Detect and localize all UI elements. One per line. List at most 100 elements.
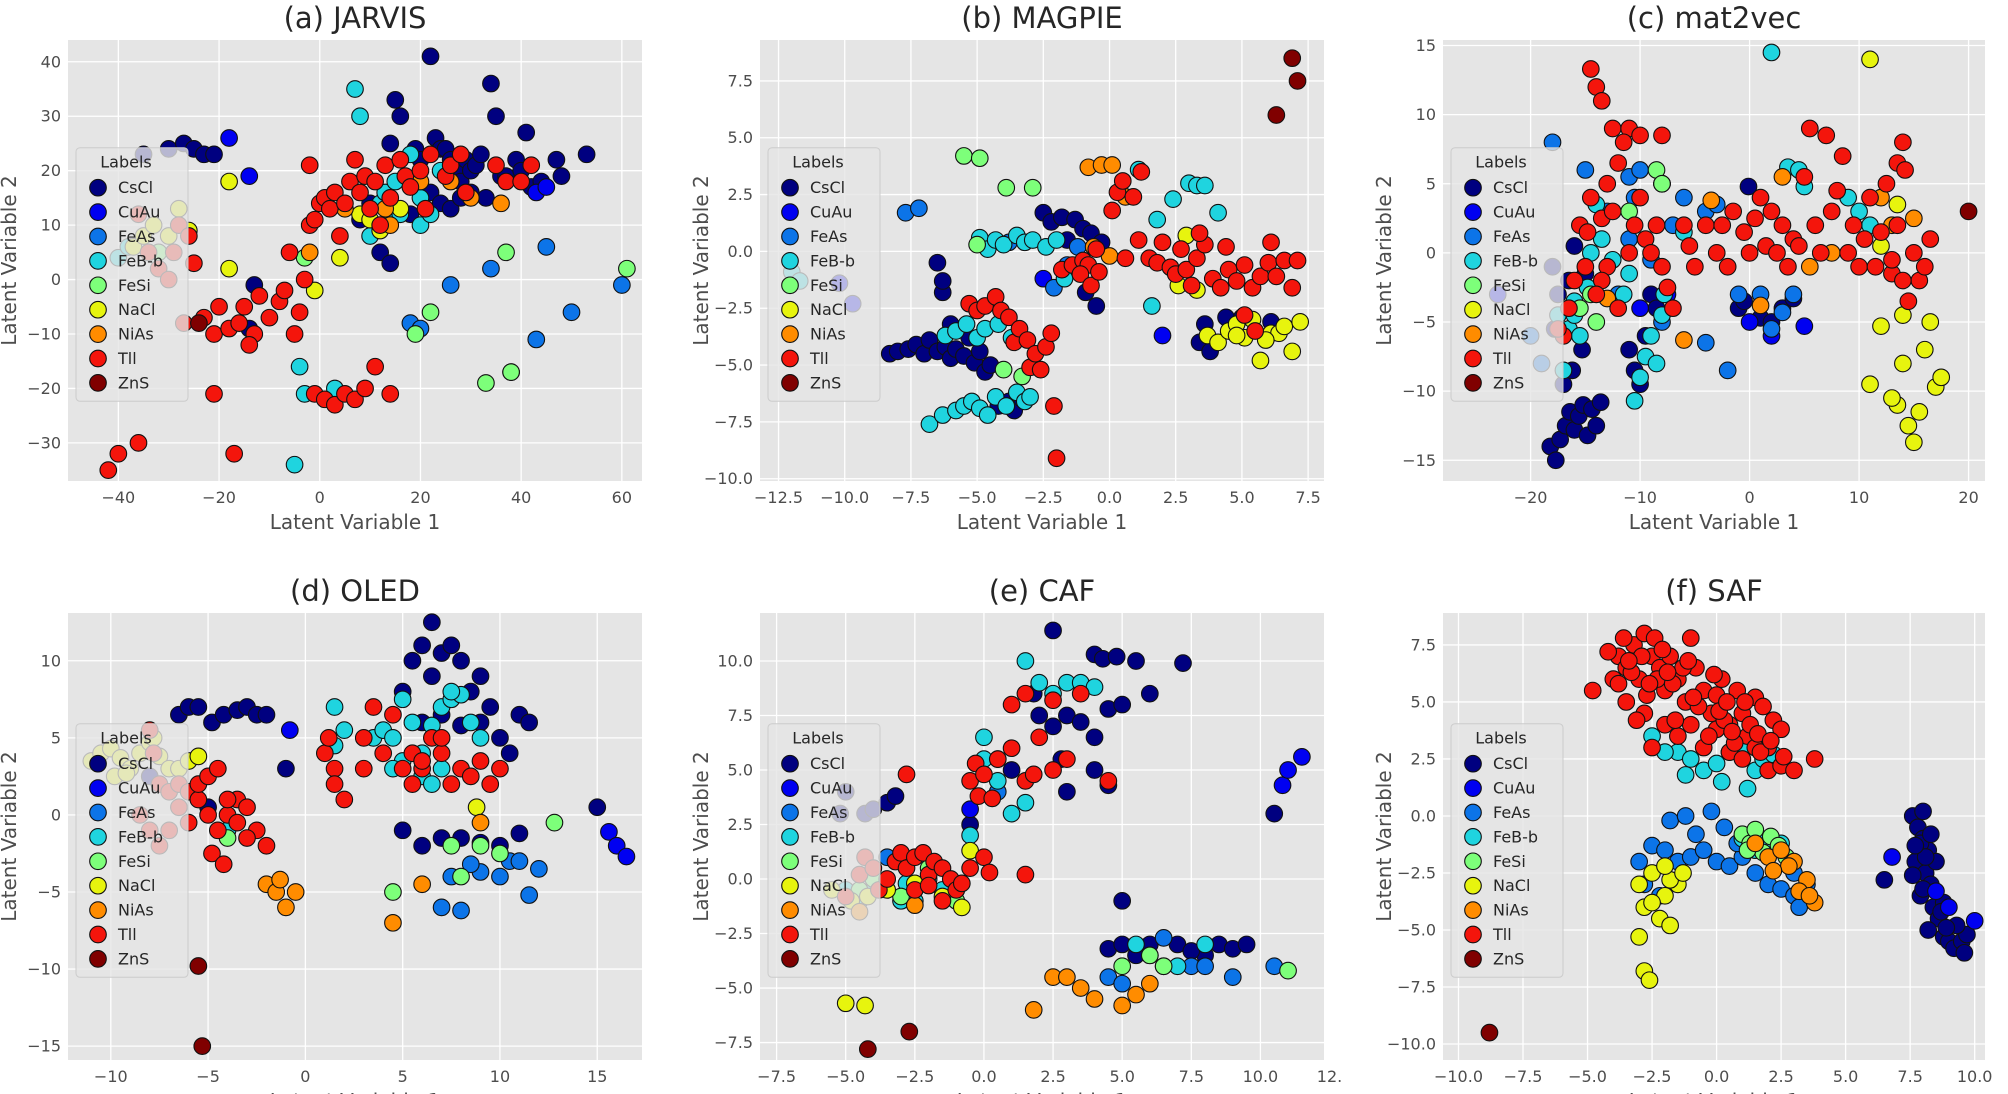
data-point <box>423 667 441 686</box>
x-tick-label: −12.5 <box>754 488 803 507</box>
legend-title: Labels <box>100 153 152 172</box>
legend: Labels CsCl CuAu FeAs FeB-b FeSi NaCl NiAs Tll Zn… <box>767 723 881 978</box>
data-point <box>1030 706 1049 725</box>
data-point <box>432 729 451 747</box>
data-point <box>1576 257 1595 276</box>
data-point <box>403 651 422 670</box>
legend-marker <box>1464 876 1482 895</box>
data-point <box>371 243 390 262</box>
data-point <box>1762 320 1781 338</box>
legend-label: FeAs <box>810 227 847 246</box>
data-point <box>1217 238 1235 256</box>
data-point <box>257 705 276 724</box>
data-point <box>1642 244 1660 262</box>
data-point <box>1099 772 1118 790</box>
legend-label: NaCl <box>118 876 155 895</box>
x-tick-label: 0 <box>315 488 325 507</box>
x-axis-label: Latent Variable 1 <box>1629 1089 1799 1094</box>
data-point <box>384 705 402 724</box>
data-point <box>1795 168 1814 186</box>
series-cuau <box>1883 848 1984 930</box>
data-point <box>421 145 440 164</box>
data-point <box>1291 313 1310 331</box>
y-axis-label: Latent Variable 2 <box>0 751 21 921</box>
data-point <box>467 798 486 817</box>
data-point <box>1090 263 1108 281</box>
data-point <box>432 898 451 917</box>
legend-marker <box>781 374 799 392</box>
data-point <box>1196 957 1214 976</box>
data-point <box>997 178 1016 197</box>
chart-title: (a) JARVIS <box>284 1 427 35</box>
data-point <box>1921 825 1940 844</box>
data-point <box>1643 893 1661 912</box>
data-point <box>1687 825 1705 844</box>
data-point <box>325 698 344 716</box>
legend-marker <box>1464 325 1482 343</box>
data-point <box>1190 224 1209 243</box>
series-cscl <box>1875 802 1976 962</box>
y-tick-label: 0 <box>1426 243 1436 262</box>
x-tick-label: 5 <box>398 1067 408 1086</box>
y-axis-label: Latent Variable 2 <box>689 751 713 921</box>
data-point <box>1640 674 1659 693</box>
y-tick-label: 0.0 <box>728 870 753 889</box>
x-tick-label: 60 <box>612 488 632 507</box>
data-point <box>968 235 986 254</box>
series-tll <box>1583 624 1824 780</box>
data-point <box>1915 340 1934 359</box>
data-point <box>319 729 338 747</box>
data-point <box>1904 209 1923 228</box>
data-point <box>491 729 509 747</box>
data-point <box>970 149 989 168</box>
data-point <box>537 178 556 196</box>
data-point <box>452 651 470 670</box>
y-tick-label: −10 <box>27 325 61 344</box>
data-point <box>512 172 531 191</box>
legend-title: Labels <box>1475 729 1527 748</box>
data-point <box>1715 818 1734 837</box>
data-point <box>492 194 510 213</box>
data-point <box>1609 154 1628 172</box>
legend-marker <box>781 349 799 368</box>
data-point <box>1113 957 1132 976</box>
data-point <box>1140 946 1159 965</box>
y-tick-label: −5.0 <box>714 979 753 998</box>
data-point <box>1195 176 1214 195</box>
y-tick-label: −10.0 <box>1387 1035 1436 1054</box>
y-tick-label: −30 <box>27 433 61 452</box>
legend-marker <box>89 828 107 846</box>
data-point <box>1223 968 1242 986</box>
data-point <box>421 303 440 322</box>
data-point <box>613 276 631 294</box>
data-point <box>1016 652 1035 670</box>
data-point <box>477 374 495 392</box>
y-axis-label: Latent Variable 2 <box>689 175 713 345</box>
data-point <box>1129 231 1148 249</box>
data-point <box>1058 750 1076 768</box>
data-point <box>1720 857 1739 875</box>
data-point <box>1937 918 1956 937</box>
data-point <box>366 172 384 191</box>
data-point <box>1800 119 1819 138</box>
data-point <box>1844 216 1863 235</box>
data-point <box>1172 240 1190 258</box>
data-point <box>401 178 420 196</box>
data-point <box>1718 693 1736 711</box>
data-point <box>1082 276 1100 295</box>
data-point <box>1546 451 1565 470</box>
data-point <box>189 747 208 766</box>
data-point <box>1653 174 1671 193</box>
data-point <box>1044 761 1062 779</box>
x-axis-label: Latent Variable 1 <box>957 1089 1127 1094</box>
data-point <box>1746 834 1765 853</box>
data-point <box>441 156 460 175</box>
data-point <box>442 636 461 655</box>
data-point <box>432 744 451 763</box>
data-point <box>1153 233 1172 252</box>
y-tick-label: 30 <box>41 107 61 126</box>
x-tick-label: −10 <box>94 1067 128 1086</box>
data-point <box>1894 271 1912 290</box>
legend-label: FeB-b <box>810 827 855 846</box>
data-point <box>220 172 238 191</box>
